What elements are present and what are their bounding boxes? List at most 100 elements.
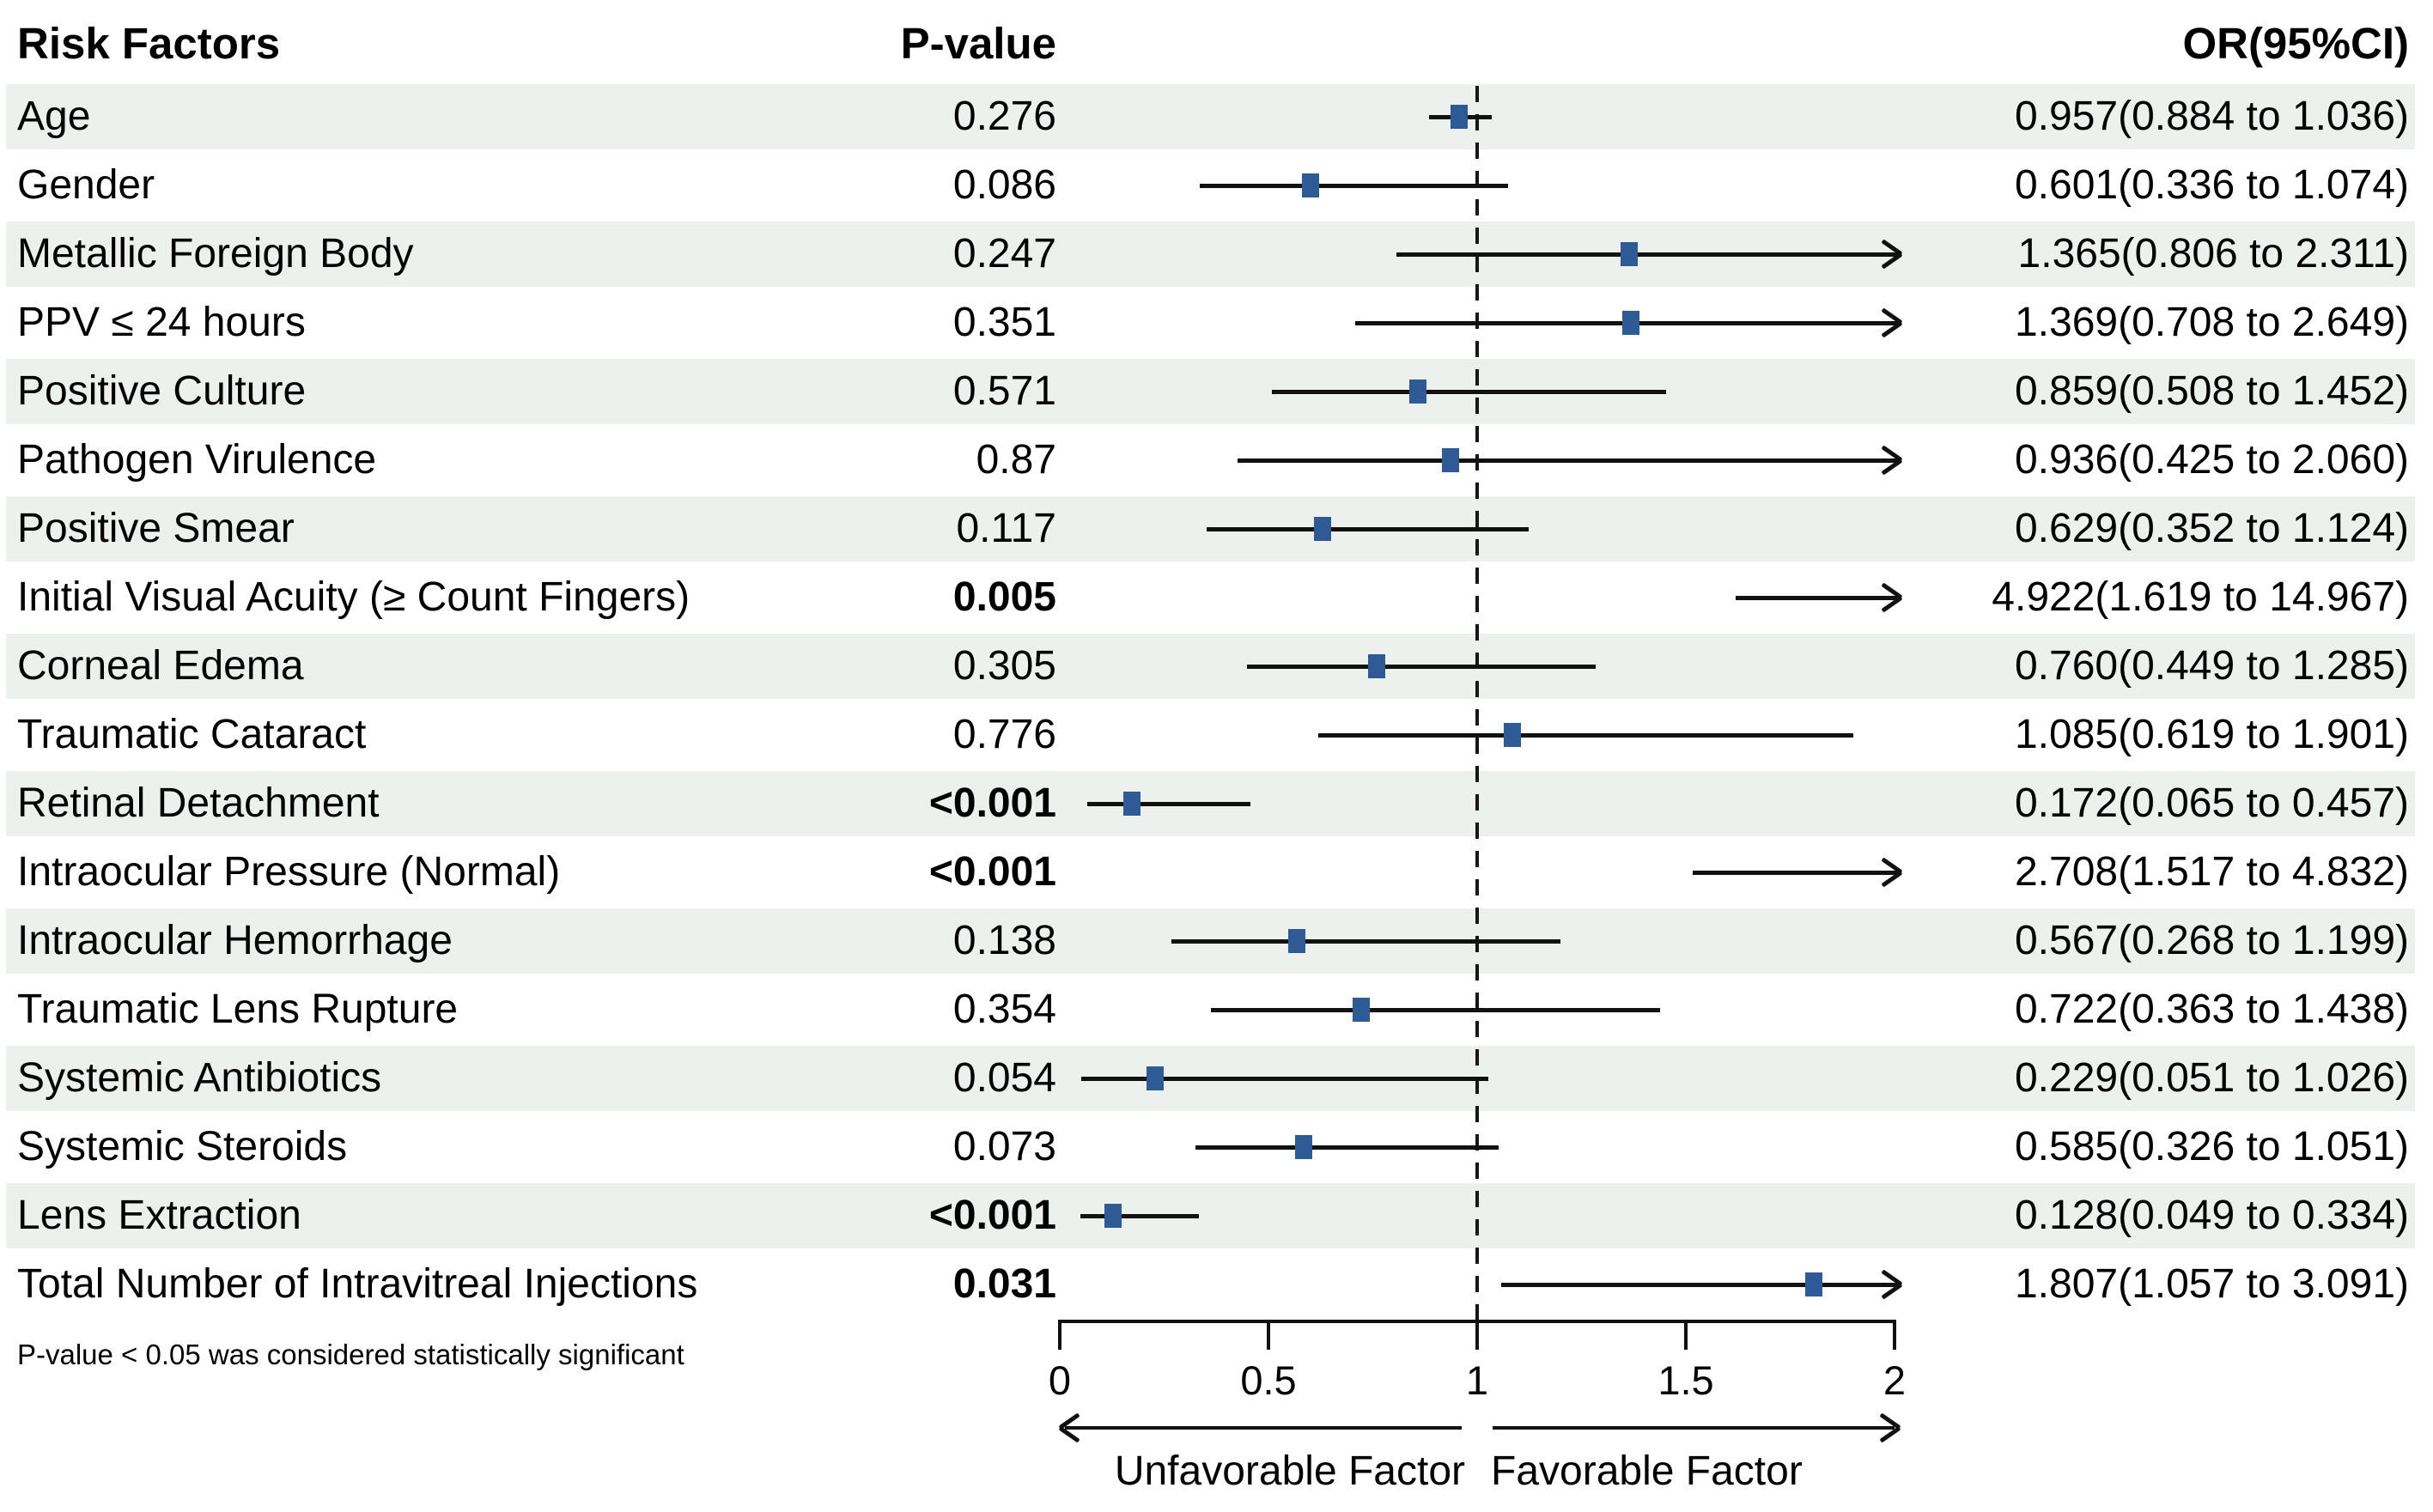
or-ci-header: OR(95%CI): [2182, 19, 2409, 68]
x-axis-tick: [1475, 1320, 1479, 1350]
risk-factors-header: Risk Factors: [17, 19, 281, 68]
or-point-marker: [1147, 1066, 1165, 1090]
confidence-interval-line: [1200, 184, 1508, 188]
table-row: Pathogen Virulence 0.87 0.936(0.425 to 2.0…: [0, 426, 2433, 495]
or-point-marker: [1302, 173, 1320, 197]
p-value: <0.001: [928, 780, 1056, 826]
risk-factor-label: Retinal Detachment: [17, 780, 380, 826]
table-row: Age 0.276 0.957(0.884 to 1.036): [0, 82, 2433, 151]
or-ci-value: 0.585(0.326 to 1.051): [2014, 1124, 2409, 1169]
or-ci-value: 0.859(0.508 to 1.452): [2014, 368, 2409, 414]
x-axis-tick: [1267, 1320, 1270, 1350]
or-ci-value: 0.722(0.363 to 1.438): [2014, 987, 2409, 1032]
confidence-interval-line: [1171, 939, 1560, 944]
table-row: Corneal Edema 0.305 0.760(0.449 to 1.285): [0, 632, 2433, 701]
risk-factor-label: Pathogen Virulence: [17, 437, 377, 483]
p-value: 0.571: [952, 368, 1056, 414]
or-ci-value: 2.708(1.517 to 4.832): [2014, 849, 2409, 895]
table-row: Systemic Steroids 0.073 0.585(0.326 to 1.0…: [0, 1113, 2433, 1181]
row-shading-band: [6, 634, 2415, 699]
or-point-marker: [1313, 517, 1331, 541]
p-value: 0.086: [952, 162, 1056, 208]
p-value: 0.117: [956, 506, 1056, 551]
confidence-interval-line: [1237, 458, 1898, 463]
p-value: 0.276: [952, 94, 1056, 139]
p-value: 0.351: [952, 300, 1056, 345]
p-value: <0.001: [928, 849, 1056, 895]
or-ci-value: 0.172(0.065 to 0.457): [2014, 780, 2409, 826]
favorable-factor-label: Favorable Factor: [1491, 1448, 1803, 1494]
or-ci-value: 0.601(0.336 to 1.074): [2014, 162, 2409, 208]
confidence-interval-line: [1211, 1008, 1660, 1012]
right-arrowhead-icon: [1874, 1409, 1900, 1447]
table-row: Positive Smear 0.117 0.629(0.352 to 1.124): [0, 495, 2433, 563]
or-point-marker: [1352, 998, 1370, 1022]
p-value: 0.005: [952, 574, 1056, 620]
or-point-marker: [1441, 448, 1459, 472]
x-axis-tick: [1893, 1320, 1896, 1350]
left-arrowhead-icon: [1060, 1409, 1086, 1447]
confidence-interval-line: [1735, 596, 1898, 600]
confidence-interval-line: [1195, 1145, 1499, 1150]
table-row: Metallic Foreign Body 0.247 1.365(0.806 to…: [0, 220, 2433, 288]
risk-factor-label: Traumatic Lens Rupture: [17, 987, 459, 1032]
or-ci-value: 0.229(0.051 to 1.026): [2014, 1055, 2409, 1101]
risk-factor-label: Traumatic Cataract: [17, 712, 367, 757]
confidence-interval-line: [1396, 252, 1898, 257]
confidence-interval-line: [1247, 665, 1597, 669]
x-axis-tick-label: 1: [1465, 1357, 1489, 1403]
or-point-marker: [1122, 792, 1140, 816]
confidence-interval-line: [1207, 527, 1530, 531]
or-ci-value: 1.369(0.708 to 2.649): [2014, 300, 2409, 345]
table-row: PPV ≤ 24 hours 0.351 1.369(0.708 to 2.649): [0, 288, 2433, 357]
or-point-marker: [1451, 105, 1469, 129]
row-shading-band: [6, 84, 2415, 149]
table-row: Retinal Detachment <0.001 0.172(0.065 to 0…: [0, 769, 2433, 838]
or-ci-value: 0.128(0.049 to 0.334): [2014, 1193, 2409, 1238]
reference-line-dashed: [1475, 86, 1479, 1320]
or-point-marker: [1805, 1272, 1823, 1296]
confidence-interval-line: [1317, 733, 1853, 738]
risk-factor-label: Gender: [17, 162, 155, 208]
confidence-interval-line: [1080, 1214, 1200, 1218]
column-header-row: Risk Factors P-value OR(95%CI): [0, 19, 2433, 69]
x-axis-tick: [1684, 1320, 1688, 1350]
x-axis-tick-label: 0.5: [1240, 1357, 1297, 1403]
row-shading-band: [6, 1183, 2415, 1248]
risk-factor-label: Positive Culture: [17, 368, 307, 414]
confidence-interval-line: [1086, 802, 1251, 806]
p-value: 0.247: [952, 231, 1056, 276]
p-value: 0.776: [952, 712, 1056, 757]
or-ci-value: 1.807(1.057 to 3.091): [2014, 1261, 2409, 1307]
table-row: Gender 0.086 0.601(0.336 to 1.074): [0, 151, 2433, 220]
risk-factor-label: Positive Smear: [17, 506, 295, 551]
row-shading-band: [6, 222, 2415, 287]
p-value: 0.354: [952, 987, 1056, 1032]
x-axis-tick-label: 2: [1883, 1357, 1907, 1403]
or-ci-value: 1.085(0.619 to 1.901): [2014, 712, 2409, 757]
confidence-interval-line: [1693, 871, 1898, 875]
risk-factor-label: PPV ≤ 24 hours: [17, 300, 306, 345]
table-row: Lens Extraction <0.001 0.128(0.049 to 0.33…: [0, 1181, 2433, 1250]
or-ci-value: 0.957(0.884 to 1.036): [2014, 94, 2409, 139]
p-value: 0.073: [952, 1124, 1056, 1169]
p-value-header: P-value: [900, 19, 1056, 68]
x-axis-tick: [1058, 1320, 1061, 1350]
risk-factor-label: Corneal Edema: [17, 643, 304, 689]
table-row: Initial Visual Acuity (≥ Count Fingers) 0…: [0, 563, 2433, 632]
risk-factor-label: Intraocular Pressure (Normal): [17, 849, 561, 895]
confidence-interval-line: [1500, 1283, 1898, 1287]
table-row: Intraocular Pressure (Normal) <0.001 2.708…: [0, 838, 2433, 907]
p-value: 0.031: [952, 1261, 1056, 1307]
table-row: Traumatic Cataract 0.776 1.085(0.619 to 1.…: [0, 701, 2433, 769]
x-axis-tick-label: 0: [1048, 1357, 1072, 1403]
or-point-marker: [1368, 654, 1386, 678]
p-value: 0.054: [952, 1055, 1056, 1101]
or-ci-value: 0.567(0.268 to 1.199): [2014, 918, 2409, 963]
p-value: 0.138: [952, 918, 1056, 963]
table-row: Total Number of Intravitreal Injections 0…: [0, 1250, 2433, 1319]
row-shading-band: [6, 359, 2415, 424]
table-row: Positive Culture 0.571 0.859(0.508 to 1.45…: [0, 357, 2433, 426]
